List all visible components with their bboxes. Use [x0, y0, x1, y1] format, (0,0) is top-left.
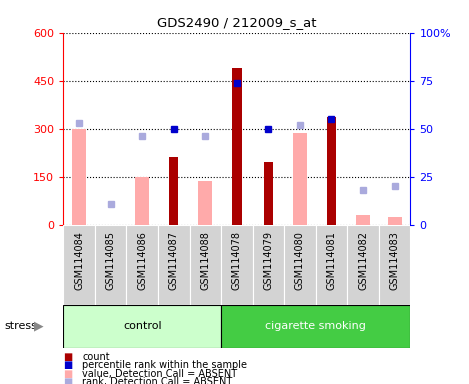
Bar	[356, 215, 370, 225]
Text: percentile rank within the sample: percentile rank within the sample	[82, 360, 247, 370]
Text: ▶: ▶	[34, 320, 44, 333]
Bar	[135, 177, 149, 225]
Text: value, Detection Call = ABSENT: value, Detection Call = ABSENT	[82, 369, 237, 379]
Text: GSM114081: GSM114081	[326, 231, 336, 290]
Bar	[72, 129, 86, 225]
Text: GSM114086: GSM114086	[137, 231, 147, 290]
Text: control: control	[123, 321, 161, 331]
Text: GSM114084: GSM114084	[74, 231, 84, 290]
Text: GSM114080: GSM114080	[295, 231, 305, 290]
Text: GSM114083: GSM114083	[390, 231, 400, 290]
Bar	[253, 225, 284, 305]
Text: rank, Detection Call = ABSENT: rank, Detection Call = ABSENT	[82, 377, 232, 384]
Bar	[221, 305, 410, 348]
Bar	[169, 157, 179, 225]
Text: cigarette smoking: cigarette smoking	[265, 321, 366, 331]
Text: GSM114078: GSM114078	[232, 231, 242, 290]
Text: GSM114087: GSM114087	[169, 231, 179, 290]
Text: ■: ■	[63, 352, 73, 362]
Text: ■: ■	[63, 369, 73, 379]
Text: GSM114082: GSM114082	[358, 231, 368, 290]
Bar	[327, 118, 336, 225]
Bar	[316, 225, 347, 305]
Bar	[127, 225, 158, 305]
Text: GSM114079: GSM114079	[264, 231, 273, 290]
Bar	[293, 134, 307, 225]
Bar	[264, 162, 273, 225]
Text: ■: ■	[63, 377, 73, 384]
Text: GSM114085: GSM114085	[106, 231, 116, 290]
Bar	[158, 225, 189, 305]
Bar	[232, 68, 242, 225]
Text: ■: ■	[63, 360, 73, 370]
Bar	[379, 225, 410, 305]
Bar	[189, 225, 221, 305]
Bar	[63, 225, 95, 305]
Bar	[198, 182, 212, 225]
Bar	[95, 225, 127, 305]
Bar	[221, 225, 253, 305]
Text: GSM114088: GSM114088	[200, 231, 210, 290]
Bar	[284, 225, 316, 305]
Bar	[347, 225, 379, 305]
Text: stress: stress	[5, 321, 38, 331]
Bar	[63, 305, 221, 348]
Title: GDS2490 / 212009_s_at: GDS2490 / 212009_s_at	[157, 16, 317, 29]
Text: count: count	[82, 352, 110, 362]
Bar	[387, 217, 402, 225]
